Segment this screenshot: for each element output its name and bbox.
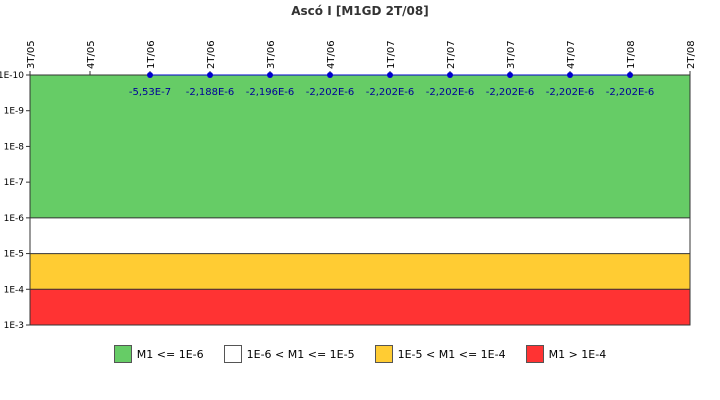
- legend-label: M1 <= 1E-6: [136, 347, 204, 361]
- legend-item: 1E-6 < M1 <= 1E-5: [223, 345, 355, 363]
- data-point: [207, 72, 213, 78]
- legend-label: M1 > 1E-4: [548, 347, 607, 361]
- data-point: [567, 72, 573, 78]
- data-point: [447, 72, 453, 78]
- data-label: -5,53E-7: [129, 87, 171, 98]
- data-label: -2,202E-6: [306, 87, 355, 98]
- data-label: -2,196E-6: [246, 87, 295, 98]
- legend-label: 1E-6 < M1 <= 1E-5: [246, 347, 355, 361]
- legend-swatch: [223, 345, 242, 363]
- y-tick-label: 1E-9: [4, 107, 25, 117]
- x-tick-label: 3T/05: [26, 40, 37, 69]
- x-tick-label: 3T/06: [266, 40, 277, 69]
- data-label: -2,202E-6: [486, 87, 535, 98]
- chart-title: Ascó I [M1GD 2T/08]: [291, 4, 429, 18]
- data-label: -2,202E-6: [606, 87, 655, 98]
- data-label: -2,202E-6: [546, 87, 595, 98]
- band-rect: [30, 253, 690, 290]
- x-tick-label: 4T/05: [86, 40, 97, 69]
- data-point: [267, 72, 273, 78]
- x-tick-label: 4T/06: [326, 40, 337, 69]
- y-tick-label: 1E-8: [4, 142, 25, 152]
- data-point: [627, 72, 633, 78]
- legend-swatch: [374, 345, 393, 363]
- band-rect: [30, 289, 690, 325]
- x-tick-label: 1T/07: [386, 40, 397, 69]
- band-rect: [30, 75, 690, 218]
- legend-label: 1E-5 < M1 <= 1E-4: [397, 347, 506, 361]
- y-tick-label: 1E-7: [4, 178, 24, 188]
- y-tick-label: 1E-5: [4, 250, 24, 260]
- x-tick-label: 1T/08: [626, 40, 637, 69]
- legend: M1 <= 1E-6 1E-6 < M1 <= 1E-5 1E-5 < M1 <…: [0, 345, 720, 363]
- legend-swatch: [525, 345, 544, 363]
- data-point: [147, 72, 153, 78]
- x-tick-label: 2T/06: [206, 40, 217, 69]
- y-tick-label: 1E-6: [4, 214, 25, 224]
- legend-item: M1 <= 1E-6: [113, 345, 204, 363]
- x-tick-label: 1T/06: [146, 40, 157, 69]
- data-point: [327, 72, 333, 78]
- data-point: [387, 72, 393, 78]
- legend-item: M1 > 1E-4: [525, 345, 607, 363]
- x-tick-label: 2T/08: [686, 40, 697, 69]
- y-tick-label: 1E-10: [0, 71, 24, 81]
- data-label: -2,202E-6: [426, 87, 475, 98]
- x-tick-label: 2T/07: [446, 40, 457, 69]
- y-tick-label: 1E-4: [4, 285, 25, 295]
- band-rect: [30, 217, 690, 254]
- legend-swatch: [113, 345, 132, 363]
- data-point: [507, 72, 513, 78]
- data-label: -2,188E-6: [186, 87, 235, 98]
- x-tick-label: 3T/07: [506, 40, 517, 69]
- legend-item: 1E-5 < M1 <= 1E-4: [374, 345, 506, 363]
- y-tick-label: 1E-3: [4, 321, 24, 331]
- data-label: -2,202E-6: [366, 87, 415, 98]
- x-tick-label: 4T/07: [566, 40, 577, 69]
